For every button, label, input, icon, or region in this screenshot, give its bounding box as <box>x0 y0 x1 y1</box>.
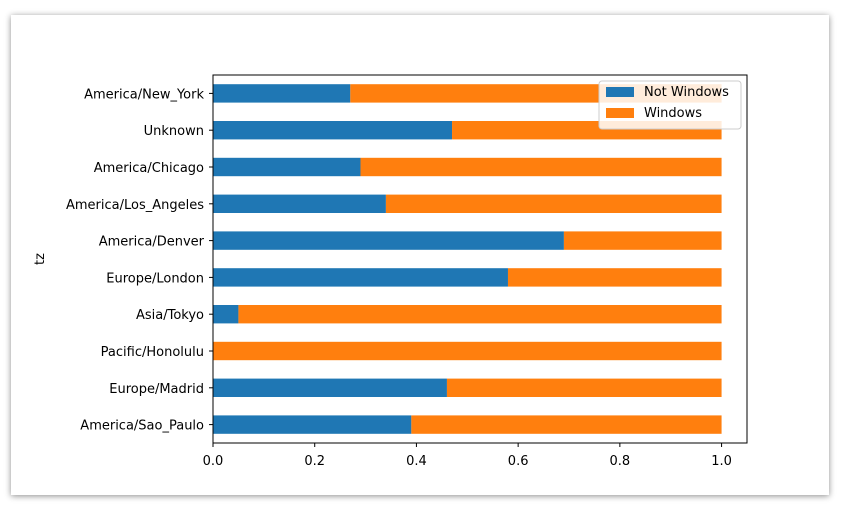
bar-not-windows-1 <box>213 121 453 140</box>
bar-not-windows-9 <box>213 415 412 434</box>
bar-windows-9 <box>411 415 722 434</box>
bar-not-windows-2 <box>213 157 361 177</box>
bar-not-windows-5 <box>213 268 508 287</box>
x-tick-label: 0.4 <box>406 454 427 469</box>
bar-not-windows-3 <box>213 194 386 213</box>
legend-label-windows: Windows <box>644 106 702 121</box>
plot-frame <box>212 74 748 444</box>
y-tick-label: Pacific/Honolulu <box>101 345 204 360</box>
bar-not-windows-8 <box>213 378 447 397</box>
bar-windows-5 <box>507 268 722 287</box>
x-tick-label: 0.2 <box>304 454 325 469</box>
x-tick-label: 1.0 <box>711 454 732 469</box>
bar-not-windows-4 <box>213 231 564 250</box>
y-tick-label: America/New_York <box>84 87 204 102</box>
x-tick-label: 0.0 <box>203 454 224 469</box>
x-tick-label: 0.6 <box>508 454 529 469</box>
y-tick-label: America/Sao_Paulo <box>80 419 204 434</box>
bar-windows-6 <box>238 305 722 324</box>
bar-windows-4 <box>563 231 722 250</box>
bar-not-windows-0 <box>213 84 351 103</box>
bars-group <box>213 84 722 434</box>
y-axis-title: tz <box>33 253 48 265</box>
bar-windows-8 <box>446 378 722 397</box>
legend-swatch-not-windows <box>606 87 634 97</box>
y-tick-label: America/Los_Angeles <box>66 198 204 213</box>
bar-not-windows-6 <box>213 305 239 324</box>
legend: Not Windows Windows <box>598 80 742 130</box>
y-tick-label: America/Chicago <box>94 161 204 176</box>
bar-windows-3 <box>385 194 722 213</box>
bar-windows-7 <box>213 341 722 361</box>
y-tick-label: Europe/London <box>106 271 204 286</box>
axes-group <box>212 74 748 444</box>
legend-box <box>598 80 742 130</box>
bar-windows-2 <box>360 157 722 177</box>
y-axis-ticks: America/New_York Unknown America/Chicago Am… <box>66 87 213 434</box>
y-tick-label: Asia/Tokyo <box>136 308 204 323</box>
x-tick-label: 0.8 <box>610 454 631 469</box>
y-tick-label: Unknown <box>144 124 204 139</box>
y-tick-label: America/Denver <box>99 235 205 250</box>
legend-swatch-windows <box>606 108 634 118</box>
y-tick-label: Europe/Madrid <box>109 382 204 397</box>
x-axis-ticks: 0.0 0.2 0.4 0.6 0.8 1.0 <box>203 443 732 469</box>
legend-label-not-windows: Not Windows <box>644 85 729 100</box>
